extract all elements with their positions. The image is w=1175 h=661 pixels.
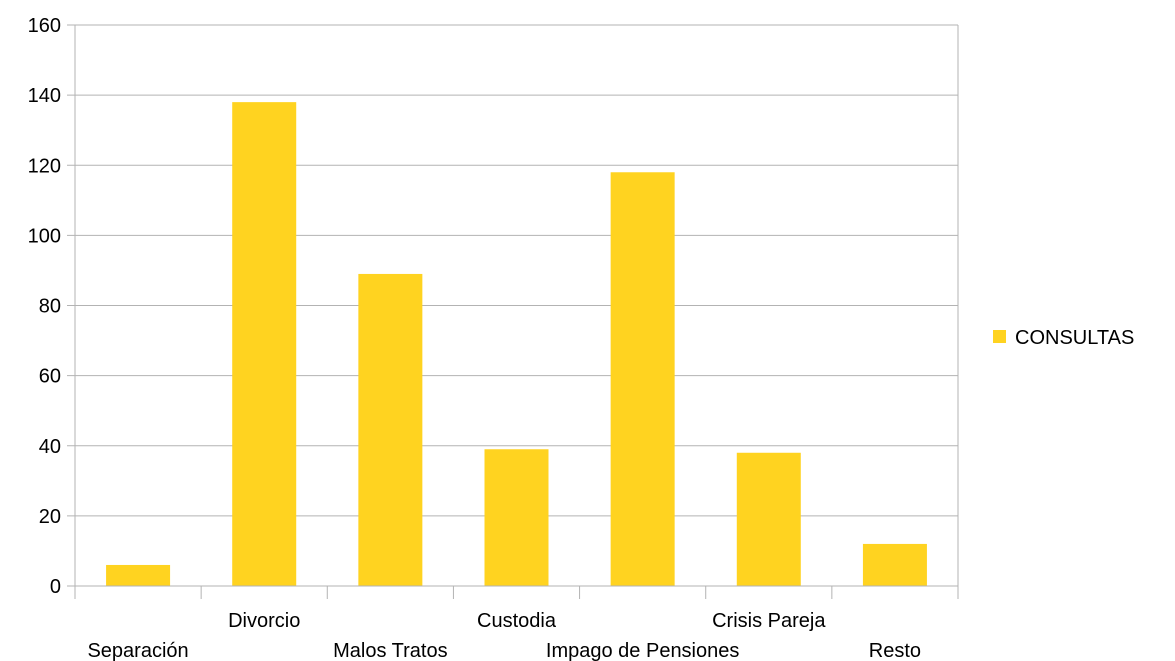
bar-impago-de-pensiones — [610, 172, 675, 586]
x-tick-label: Crisis Pareja — [712, 610, 826, 632]
x-tick-labels: Separación Divorcio Malos Tratos Custodia Im… — [87, 610, 921, 661]
y-tick-label: 140 — [28, 85, 61, 107]
legend: CONSULTAS — [993, 327, 1134, 349]
legend-swatch — [993, 330, 1006, 343]
x-tick-label: Resto — [869, 640, 921, 661]
bar-separaci-n — [106, 564, 171, 586]
x-tick-label: Malos Tratos — [333, 640, 447, 661]
bar-resto — [862, 543, 927, 586]
bar-crisis-pareja — [736, 452, 801, 586]
x-tick-label: Impago de Pensiones — [546, 640, 739, 661]
legend-label: CONSULTAS — [1015, 327, 1134, 349]
y-tick-label: 100 — [28, 225, 61, 247]
y-tick-label: 80 — [39, 296, 61, 318]
y-tick-label: 120 — [28, 155, 61, 177]
x-tick-label: Custodia — [477, 610, 557, 632]
y-tick-label: 60 — [39, 366, 61, 388]
bar-custodia — [484, 449, 549, 586]
bar-divorcio — [232, 102, 297, 586]
y-tick-label: 20 — [39, 506, 61, 528]
bars — [106, 102, 927, 586]
y-tick-label: 0 — [50, 576, 61, 598]
y-tick-labels: 0 20 40 60 80 100 120 140 160 — [28, 15, 61, 598]
bar-malos-tratos — [358, 273, 423, 586]
x-tick-label: Separación — [87, 640, 188, 661]
y-tick-label: 160 — [28, 15, 61, 37]
y-tick-label: 40 — [39, 436, 61, 458]
x-tick-label: Divorcio — [228, 610, 300, 632]
axes — [74, 25, 959, 599]
